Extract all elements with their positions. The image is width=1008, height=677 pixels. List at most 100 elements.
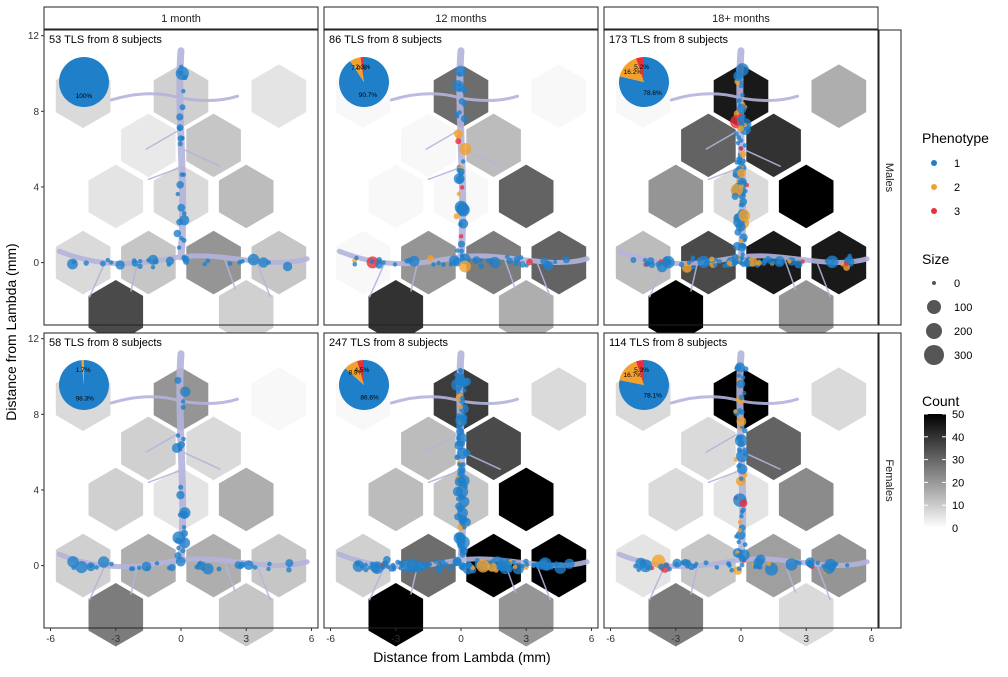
tls-point xyxy=(177,141,183,147)
x-axis-label: Distance from Lambda (mm) xyxy=(373,649,550,665)
legend-size-swatch xyxy=(924,345,944,365)
hexbin-cell xyxy=(218,583,274,647)
hexbin-cell xyxy=(746,113,801,178)
panel-subtitle: 247 TLS from 8 subjects xyxy=(329,337,449,349)
vessel-twig xyxy=(816,261,831,298)
hexbin-cell xyxy=(811,64,867,128)
pie-label: 5.3% xyxy=(634,367,649,374)
vessel-trunk xyxy=(176,350,187,564)
facet-strip-row xyxy=(878,332,902,629)
tls-point xyxy=(179,236,184,241)
vessel-twig xyxy=(368,564,386,601)
hexbin-cell xyxy=(648,280,704,344)
tls-point xyxy=(150,265,156,270)
panel-subtitle: 53 TLS from 8 subjects xyxy=(49,34,162,46)
tls-point xyxy=(456,535,470,550)
tls-point xyxy=(352,560,365,572)
vessel-twig xyxy=(145,432,180,453)
vessel-twig xyxy=(147,470,180,484)
tls-point xyxy=(766,561,772,567)
tls-point xyxy=(460,479,467,486)
hexbin-cell xyxy=(401,416,456,481)
facet-strip-row xyxy=(878,29,902,326)
tls-point xyxy=(352,262,358,267)
vessel-twig xyxy=(256,564,271,601)
tls-point xyxy=(738,238,744,243)
tls-point xyxy=(198,560,203,566)
tls-point xyxy=(727,563,732,568)
x-tick-label: -3 xyxy=(391,634,400,645)
tls-point xyxy=(465,562,472,569)
tls-point xyxy=(395,559,401,565)
vessel-twig xyxy=(410,261,419,292)
tls-point xyxy=(462,525,467,530)
tls-point xyxy=(179,104,186,111)
tls-point xyxy=(354,255,359,261)
tls-point xyxy=(738,549,750,561)
tls-point xyxy=(690,258,695,263)
pie-label: 90.7% xyxy=(359,92,378,99)
legend-size-label: 0 xyxy=(954,278,960,290)
tls-point xyxy=(737,462,743,467)
tls-point xyxy=(177,70,184,76)
tls-point xyxy=(452,80,464,92)
pie-slice xyxy=(59,57,109,107)
tls-point xyxy=(427,255,434,262)
y-tick-label: 0 xyxy=(33,561,39,572)
tls-point xyxy=(472,257,477,263)
tls-point xyxy=(176,490,185,500)
hexbin-cell xyxy=(498,280,554,344)
tls-point xyxy=(489,256,501,269)
legend: Phenotype Size Count 1230100200300504030… xyxy=(922,130,989,535)
tls-point xyxy=(713,257,718,262)
hexbin-cell xyxy=(746,416,801,481)
tls-point xyxy=(456,485,469,498)
facet-strip-column-label: 1 month xyxy=(161,13,201,25)
axes: Distance from Lambda (mm) Distance from … xyxy=(3,6,902,665)
facet-panel-0-0: 53 TLS from 8 subjects 100% xyxy=(43,29,319,344)
legend-size-label: 200 xyxy=(954,326,972,338)
tls-point xyxy=(691,264,696,270)
x-tick-label: 3 xyxy=(803,634,809,645)
legend-phenotype-swatch xyxy=(931,160,937,166)
x-tick-label: -3 xyxy=(671,634,680,645)
pie-label: 86.6% xyxy=(360,395,379,402)
count-colorbar xyxy=(924,414,946,528)
tls-point xyxy=(457,462,462,467)
tls-point xyxy=(419,561,425,566)
tls-point xyxy=(738,440,745,447)
tls-point xyxy=(739,114,745,120)
tls-point xyxy=(178,446,183,452)
facet-panels: 53 TLS from 8 subjects 100% 86 TLS from 8 … xyxy=(43,29,879,647)
tls-point xyxy=(177,203,186,212)
vessel-twig xyxy=(705,129,740,150)
tls-point xyxy=(488,560,493,565)
tls-point xyxy=(180,399,186,404)
x-tick-label: -6 xyxy=(326,634,335,645)
y-axis-label: Distance from Lambda (mm) xyxy=(3,243,19,420)
hexbin-cell xyxy=(778,280,834,344)
tls-point xyxy=(105,257,111,263)
y-tick-label: 12 xyxy=(28,334,40,345)
tls-point xyxy=(636,567,641,573)
tls-point xyxy=(363,567,369,573)
tls-point xyxy=(823,562,835,574)
tls-point xyxy=(635,557,647,569)
tls-point xyxy=(83,260,89,266)
hexbin-cell xyxy=(121,113,176,178)
tls-point xyxy=(738,146,744,151)
tls-point xyxy=(176,124,184,132)
x-tick-label: -6 xyxy=(46,634,55,645)
hexbin-cell xyxy=(778,583,834,647)
hexbin-cell xyxy=(251,367,307,431)
tls-point xyxy=(138,259,143,264)
legend-phenotype-swatch xyxy=(931,184,937,190)
tls-point xyxy=(738,156,743,162)
tls-point xyxy=(478,258,484,263)
vessel-twig xyxy=(742,451,781,470)
tls-point xyxy=(507,568,513,573)
pie-slice xyxy=(338,360,389,410)
tls-point xyxy=(543,260,554,271)
tls-point xyxy=(656,261,668,273)
tls-point xyxy=(459,185,465,190)
